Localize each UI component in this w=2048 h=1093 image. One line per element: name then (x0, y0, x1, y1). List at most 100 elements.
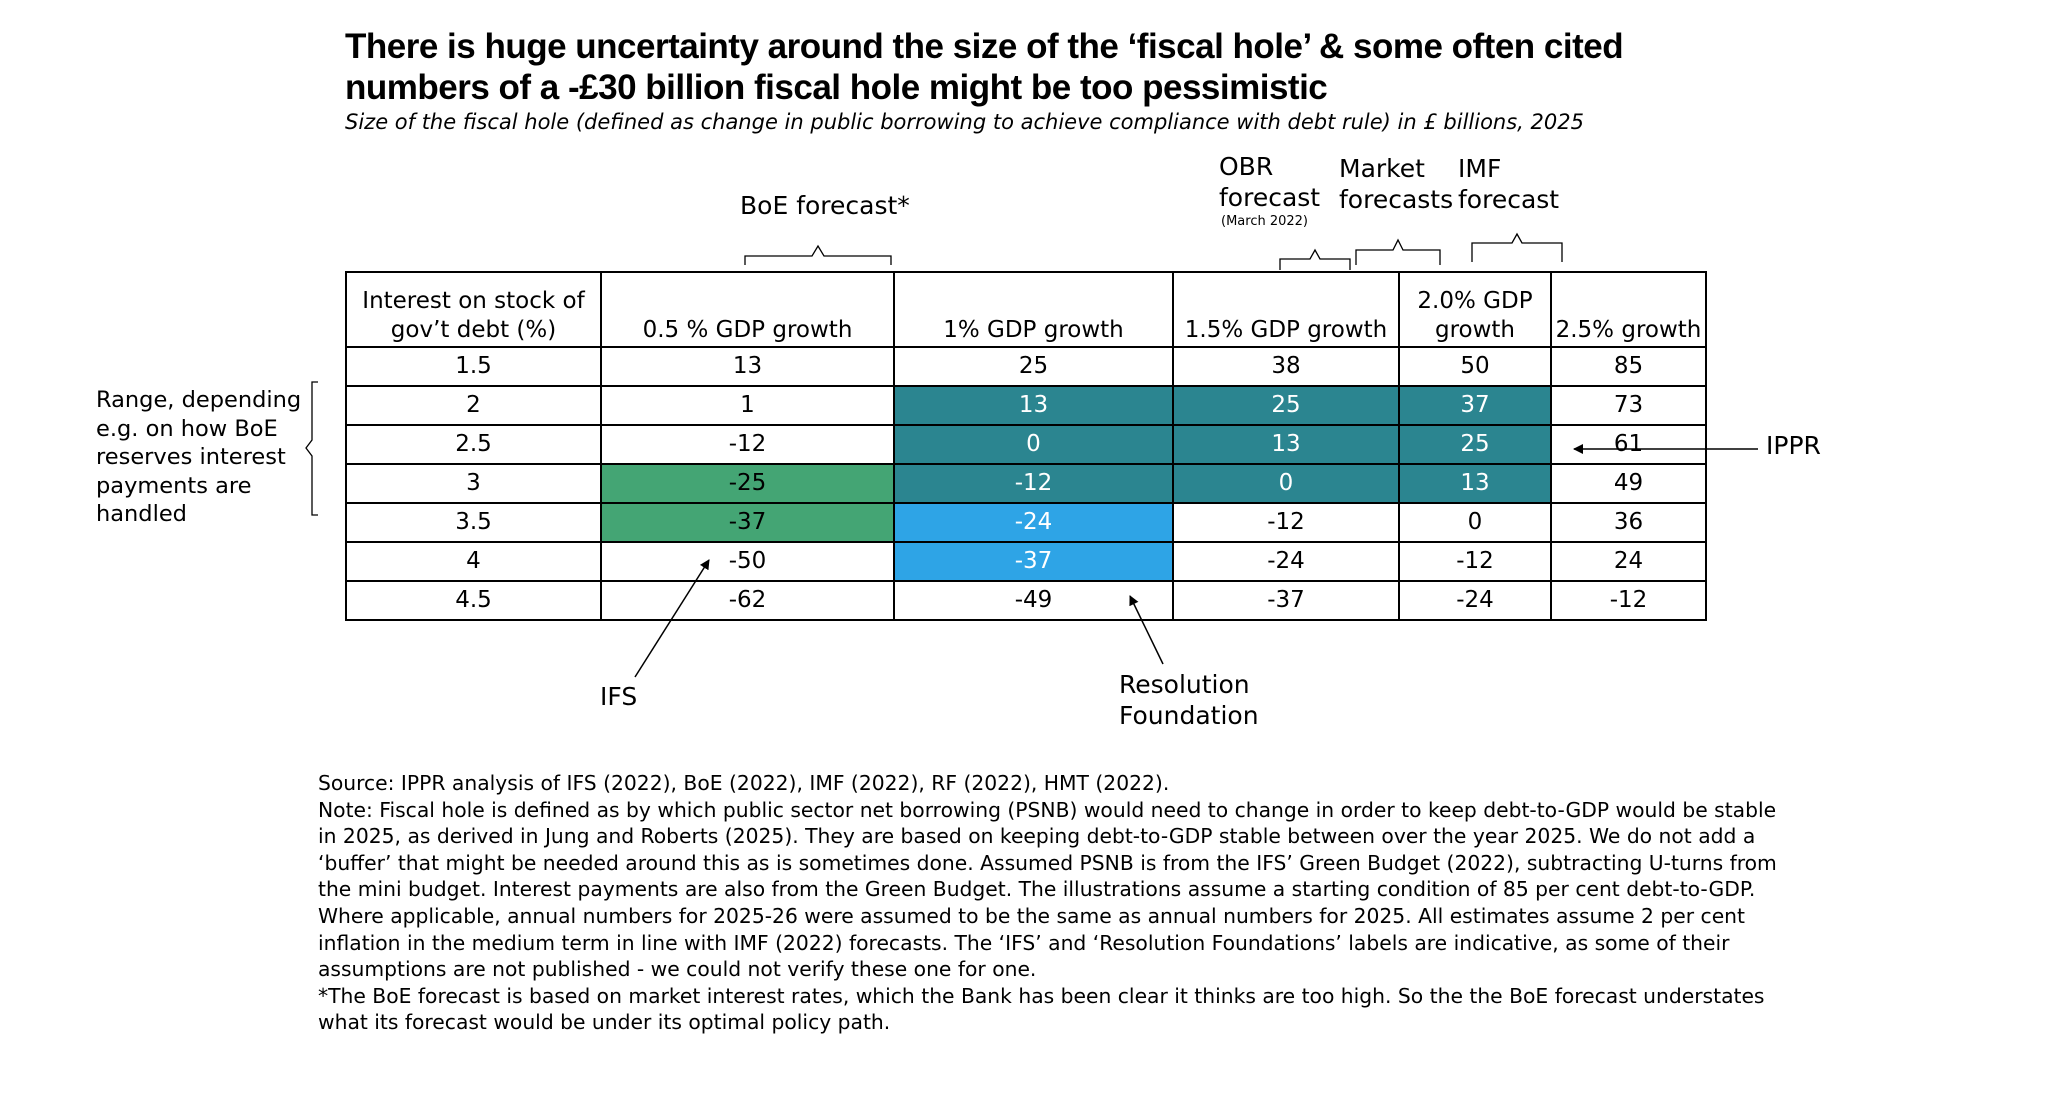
ifs-arrow (634, 559, 710, 678)
chart-title: There is huge uncertainty around the siz… (345, 26, 1624, 108)
rate-cell: 1.5 (345, 346, 602, 387)
footnote-line: the mini budget. Interest payments are a… (318, 877, 1756, 902)
value-cell: -62 (600, 580, 895, 621)
value-cell: 13 (600, 346, 895, 387)
col-header-2.5-growth: 2.5% growth (1550, 271, 1707, 348)
value-cell: 1 (600, 385, 895, 426)
table-row: 1.5 13 25 38 50 85 (345, 346, 1707, 387)
rate-cell: 3 (345, 463, 602, 504)
boe-brace (744, 244, 892, 265)
market-label-line-2: forecasts (1339, 185, 1454, 214)
obr-label-line-2: forecast (1219, 183, 1321, 212)
ifs-label: IFS (600, 682, 638, 711)
value-cell: -12 (1398, 541, 1552, 582)
table-row: 4 -50 -37 -24 -12 24 (345, 541, 1707, 582)
rate-cell: 4.5 (345, 580, 602, 621)
value-cell: 49 (1550, 463, 1707, 504)
col-header-1.5-growth: 1.5% GDP growth (1172, 271, 1400, 348)
value-cell: -12 (600, 424, 895, 465)
range-line-4: payments are (96, 472, 252, 499)
value-cell: -24 (1398, 580, 1552, 621)
range-annotation: Range, depending e.g. on how BoE reserve… (96, 386, 301, 529)
value-cell: 61 (1550, 424, 1707, 465)
range-line-5: handled (96, 501, 187, 527)
value-cell: 50 (1398, 346, 1552, 387)
resolution-foundation-label: Resolution Foundation (1119, 669, 1259, 731)
value-cell: 73 (1550, 385, 1707, 426)
row-header: Interest on stock of gov’t debt (%) (345, 271, 602, 348)
footnote-line: in 2025, as derived in Jung and Roberts … (318, 824, 1756, 849)
imf-label-line-2: forecast (1458, 185, 1560, 214)
col-header-label: 2.5% growth (1555, 317, 1702, 343)
table-row: 2.5 -12 0 13 25 61 (345, 424, 1707, 465)
col-header-label: 2.0% GDP (1417, 288, 1533, 314)
range-line-3: reserves interest (96, 444, 286, 470)
obr-forecast-label: OBR forecast (1219, 151, 1320, 213)
range-line-1: Range, depending (96, 387, 302, 413)
obr-brace (1279, 248, 1351, 270)
footnote-line: inflation in the medium term in line wit… (318, 930, 1730, 955)
value-cell: -12 (1550, 580, 1707, 621)
imf-forecast-label: IMF forecast (1458, 153, 1559, 215)
imf-brace (1471, 232, 1563, 262)
table-row: 4.5 -62 -49 -37 -24 -12 (345, 580, 1707, 621)
table-header-row: Interest on stock of gov’t debt (%) 0.5 … (345, 271, 1707, 348)
footnotes: Source: IPPR analysis of IFS (2022), BoE… (318, 770, 1777, 1036)
col-header-label: growth (1434, 317, 1516, 343)
range-line-2: e.g. on how BoE (96, 415, 278, 442)
value-cell: 38 (1172, 346, 1400, 387)
rate-cell: 3.5 (345, 502, 602, 543)
value-cell: -12 (1172, 502, 1400, 543)
value-cell-rf: -37 (893, 541, 1174, 582)
market-label-line-1: Market (1339, 154, 1425, 183)
value-cell: 0 (1398, 502, 1552, 543)
rate-cell: 2 (345, 385, 602, 426)
value-cell-ippr: 25 (1398, 424, 1552, 465)
value-cell: 25 (893, 346, 1174, 387)
value-cell-rf: -24 (893, 502, 1174, 543)
market-forecasts-label: Market forecasts (1339, 153, 1453, 215)
table-row: 2 1 13 25 37 73 (345, 385, 1707, 426)
value-cell: 24 (1550, 541, 1707, 582)
title-line-1: There is huge uncertainty around the siz… (345, 27, 1624, 66)
value-cell-ifs: -25 (600, 463, 895, 504)
footnote-line: Source: IPPR analysis of IFS (2022), BoE… (318, 771, 1170, 795)
value-cell-ippr: 25 (1172, 385, 1400, 426)
footnote-line: what its forecast would be under its opt… (318, 1010, 891, 1035)
rate-cell: 4 (345, 541, 602, 582)
rf-arrow (1129, 595, 1164, 665)
ippr-label: IPPR (1766, 431, 1821, 460)
value-cell-ippr: 0 (1172, 463, 1400, 504)
value-cell: -37 (1172, 580, 1400, 621)
value-cell: 85 (1550, 346, 1707, 387)
value-cell-ippr: -12 (893, 463, 1174, 504)
value-cell-ippr: 13 (1398, 463, 1552, 504)
col-header-label: 1% GDP growth (943, 317, 1124, 343)
market-brace (1355, 238, 1441, 265)
table-row: 3 -25 -12 0 13 49 (345, 463, 1707, 504)
col-header-0.5-growth: 0.5 % GDP growth (600, 271, 895, 348)
value-cell-ifs: -37 (600, 502, 895, 543)
value-cell: -50 (600, 541, 895, 582)
footnote-line: ‘buffer’ that might be needed around thi… (318, 850, 1777, 875)
fiscal-hole-table: Interest on stock of gov’t debt (%) 0.5 … (345, 271, 1707, 621)
title-line-2: numbers of a -£30 billion fiscal hole mi… (345, 68, 1328, 107)
value-cell-ippr: 37 (1398, 385, 1552, 426)
obr-label-line-1: OBR (1219, 152, 1274, 181)
value-cell-ippr: 0 (893, 424, 1174, 465)
range-brace (305, 381, 318, 516)
rf-label-line-2: Foundation (1119, 701, 1259, 730)
footnote-line: assumptions are not published - we could… (318, 957, 1037, 982)
value-cell: -49 (893, 580, 1174, 621)
chart-subtitle: Size of the fiscal hole (defined as chan… (345, 110, 1584, 134)
table-row: 3.5 -37 -24 -12 0 36 (345, 502, 1707, 543)
rf-label-line-1: Resolution (1119, 670, 1250, 699)
col-header-label: 0.5 % GDP growth (642, 317, 853, 343)
value-cell: 36 (1550, 502, 1707, 543)
boe-forecast-label: BoE forecast* (740, 191, 910, 220)
col-header-1-growth: 1% GDP growth (893, 271, 1174, 348)
rate-cell: 2.5 (345, 424, 602, 465)
imf-label-line-1: IMF (1458, 154, 1502, 183)
footnote-line: Where applicable, annual numbers for 202… (318, 903, 1745, 928)
